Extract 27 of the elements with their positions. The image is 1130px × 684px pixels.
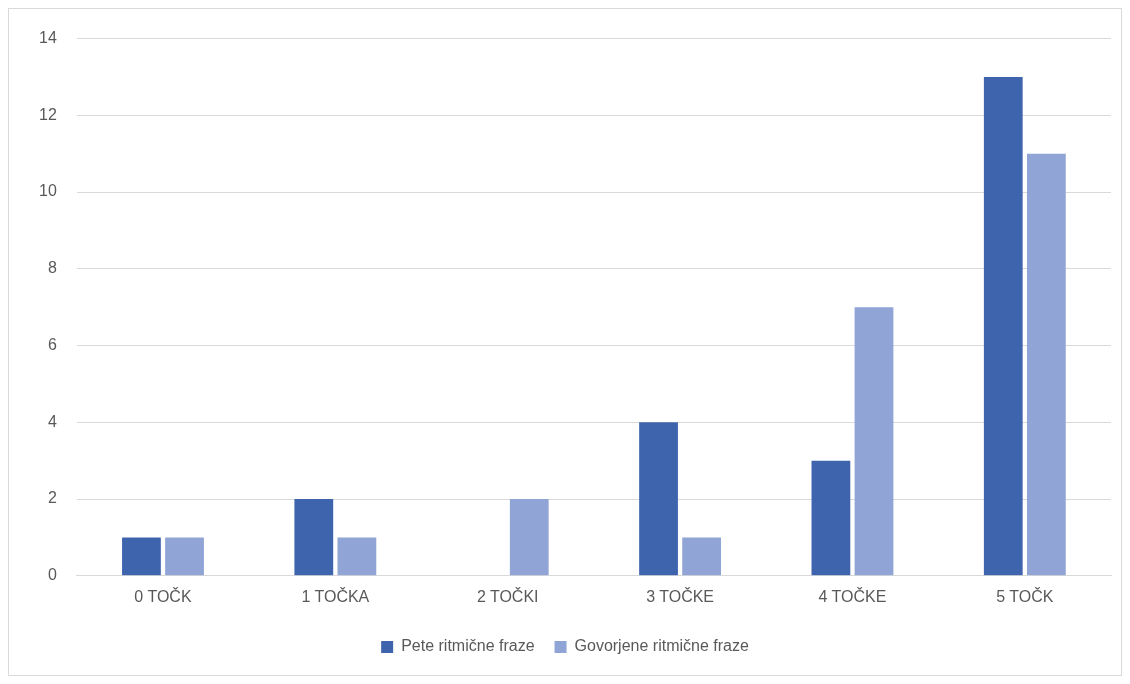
y-tick-label: 4: [47, 412, 57, 430]
x-tick-label: 0 TOČK: [134, 586, 192, 605]
x-tick-label: 1 TOČKA: [301, 586, 370, 605]
y-tick-label: 14: [39, 29, 57, 47]
x-tick-label: 5 TOČK: [996, 586, 1054, 605]
legend-label: Govorjene ritmične fraze: [574, 637, 749, 655]
x-tick-label: 4 TOČKE: [818, 586, 887, 605]
bar: [682, 537, 722, 576]
x-tick-label: 2 TOČKI: [476, 586, 539, 605]
bar: [983, 76, 1023, 576]
y-tick-label: 2: [47, 489, 57, 507]
bar: [1026, 153, 1066, 576]
bar: [639, 422, 678, 576]
bar: [165, 537, 204, 576]
bar: [854, 307, 894, 576]
y-tick-label: 12: [39, 105, 57, 123]
bar: [122, 537, 161, 576]
y-tick-label: 10: [39, 182, 57, 200]
legend-label: Pete ritmične fraze: [401, 637, 535, 655]
y-tick-label: 6: [47, 335, 57, 353]
y-tick-label: 8: [47, 259, 57, 277]
bar: [294, 499, 334, 576]
bar: [337, 537, 377, 576]
y-tick-label: 0: [47, 566, 57, 584]
bar: [509, 499, 549, 576]
x-tick-label: 3 TOČKE: [646, 586, 715, 605]
bar: [811, 460, 851, 576]
